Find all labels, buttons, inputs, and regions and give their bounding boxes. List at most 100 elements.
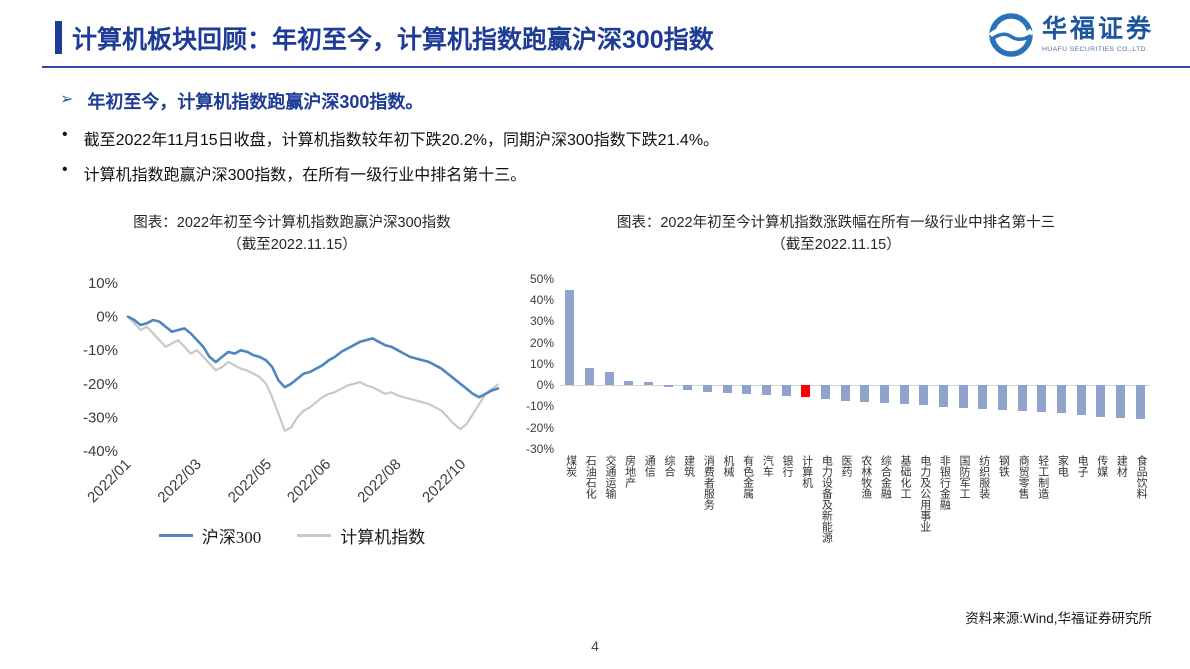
line-chart-title: 图表：2022年初至今计算机指数跑赢沪深300指数 （截至2022.11.15） [62, 212, 522, 257]
bar-27 [1096, 385, 1106, 418]
bar-label-slot: 计算机 [796, 455, 816, 543]
bar-slot [1111, 279, 1131, 449]
bar-label: 传媒 [1095, 454, 1108, 477]
bar-21 [978, 385, 988, 409]
bar-slot [1130, 279, 1150, 449]
bar-label: 钢铁 [997, 454, 1010, 477]
bar-29 [1135, 385, 1145, 420]
bar-slot [1032, 279, 1052, 449]
bar-label: 家电 [1056, 454, 1069, 477]
bar-slot [757, 279, 777, 449]
lead-text: 年初至今，计算机指数跑赢沪深300指数。 [87, 92, 424, 112]
bar-label-slot: 有色金属 [737, 455, 757, 543]
bar-slot [737, 279, 757, 449]
bar-label-slot: 综合金融 [875, 455, 895, 543]
bar-label: 银行 [781, 454, 793, 477]
logo-text: 华福证券 HUAFU SECURITIES CO.,LTD. [1042, 16, 1154, 54]
bar-slot [1071, 279, 1091, 449]
bullet-marker: • [62, 126, 68, 143]
bar-label: 电力及公用事业 [918, 454, 931, 532]
bar-label-slot: 交通运输 [599, 455, 619, 543]
bar-label-slot: 传媒 [1091, 455, 1111, 543]
bar-label-slot: 机械 [717, 455, 737, 543]
logo-subtitle: HUAFU SECURITIES CO.,LTD. [1041, 45, 1149, 53]
bar-slot [717, 279, 737, 449]
bar-label-slot: 基础化工 [894, 455, 914, 543]
bar-slot [973, 279, 993, 449]
bar-label: 计算机 [800, 454, 813, 488]
bar-label: 纺织服装 [977, 454, 990, 499]
bar-slot [816, 279, 836, 449]
bar-slot [560, 279, 580, 449]
bar-slot [658, 279, 678, 449]
bar-chart-title: 图表：2022年初至今计算机指数涨跌幅在所有一级行业中排名第十三 （截至2022… [520, 212, 1152, 257]
bar-14 [840, 385, 850, 402]
bar-slot [698, 279, 718, 449]
bullet-marker: • [62, 161, 68, 178]
bar-26 [1076, 385, 1086, 416]
bar-label: 通信 [643, 454, 656, 477]
bar-label: 交通运输 [603, 454, 616, 499]
bar-slot [894, 279, 914, 449]
x-tick-label: 2022/06 [283, 456, 333, 506]
y-tick-label: 0% [536, 378, 554, 393]
bar-label-slot: 钢铁 [993, 455, 1013, 543]
y-tick-label: -10% [525, 399, 554, 414]
y-tick-label: 50% [529, 271, 554, 286]
y-tick-label: 0% [96, 309, 118, 326]
chart-title-text: 图表：2022年初至今计算机指数涨跌幅在所有一级行业中排名第十三 [616, 215, 1056, 231]
chart-subtitle-text: （截至2022.11.15） [771, 237, 901, 254]
bar-label-slot: 煤炭 [560, 455, 580, 543]
bar-slot [1012, 279, 1032, 449]
bar-label-slot: 电子 [1071, 455, 1091, 543]
bar-label: 商贸零售 [1017, 454, 1030, 499]
bar-23 [1017, 385, 1027, 411]
bar-5 [663, 385, 673, 388]
bar-label-slot: 商贸零售 [1012, 455, 1032, 543]
legend-label: 计算机指数 [340, 527, 426, 547]
arrow-bullet-icon: ➢ [60, 91, 74, 108]
bar-slot [619, 279, 639, 449]
bar-label-slot: 电力及公用事业 [914, 455, 934, 543]
legend-swatch-csi300 [158, 533, 193, 537]
zero-line [560, 385, 1150, 387]
bar-slot [953, 279, 973, 449]
logo: 华福证券 HUAFU SECURITIES CO.,LTD. [988, 12, 1154, 58]
bar-0 [565, 289, 575, 386]
bar-15 [860, 385, 870, 403]
bar-label-slot: 房地产 [619, 455, 639, 543]
page-title: 计算机板块回顾：年初至今，计算机指数跑赢沪深300指数 [72, 26, 714, 54]
bar-chart-yaxis: 50% 40% 30% 20% 10% 0% -10% -20% -30% [520, 272, 554, 456]
bar-18 [919, 385, 929, 406]
title-accent-bar [55, 21, 62, 54]
bar-chart-xlabels: 煤炭 石油石化 交通运输 房地产 通信 综合 建筑 消费者服务 机械 有色金属 汽车 银行 计算机 电力设… [560, 455, 1150, 543]
bar-label-slot: 电力设备及新能源 [816, 455, 836, 543]
bar-slot [796, 279, 816, 449]
bar-label: 综合金融 [879, 454, 892, 499]
line-chart-block: 图表：2022年初至今计算机指数跑赢沪深300指数 （截至2022.11.15）… [62, 212, 522, 548]
bar-label: 综合 [662, 454, 675, 477]
line-chart-svg: 10% 0% -10% -20% -30% -40%2022/01 2022/03 2022/… [82, 275, 499, 506]
bar-label-slot: 纺织服装 [973, 455, 993, 543]
bar-label: 电子 [1076, 454, 1089, 477]
bar-16 [880, 385, 890, 404]
bar-slot [1091, 279, 1111, 449]
bar-label: 农林牧渔 [859, 454, 872, 499]
header-divider [42, 66, 1190, 68]
x-tick-label: 2022/10 [419, 456, 469, 506]
bar-slot [776, 279, 796, 449]
bar-12 [801, 385, 811, 397]
page-number: 4 [591, 638, 599, 654]
y-tick-label: -30% [82, 409, 117, 426]
bar-label-slot: 建筑 [678, 455, 698, 543]
bar-label-slot: 农林牧渔 [855, 455, 875, 543]
bar-24 [1037, 385, 1047, 412]
bar-label-slot: 非银行金融 [934, 455, 954, 543]
bar-11 [781, 385, 791, 396]
bullet-list: • 截至2022年11月15日收盘，计算机指数较年初下跌20.2%，同期沪深30… [62, 126, 719, 196]
bar-label: 建材 [1115, 454, 1128, 477]
bar-slot [1052, 279, 1072, 449]
y-tick-label: 20% [529, 335, 554, 350]
bar-13 [821, 385, 831, 400]
